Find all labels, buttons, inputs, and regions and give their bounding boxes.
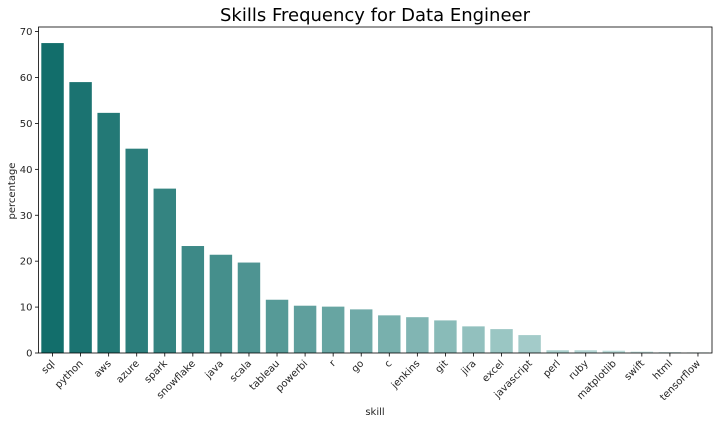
bar-jenkins (406, 317, 429, 353)
bar-powerbi (293, 305, 317, 353)
bar-html (658, 352, 682, 353)
y-tick-label: 40 (20, 165, 33, 176)
x-tick-label-swift: swift (623, 358, 647, 382)
x-tick-label-c: c (383, 358, 395, 370)
bar-aws (97, 112, 120, 353)
bar-snowflake (181, 246, 205, 353)
bar-sql (41, 43, 64, 353)
y-tick-label: 0 (26, 349, 32, 360)
bar-c (378, 315, 401, 353)
bar-excel (490, 329, 513, 353)
bar-swift (630, 351, 654, 353)
x-tick-label-jenkins: jenkins (389, 358, 423, 392)
y-axis-label: percentage (7, 163, 18, 220)
x-tick-label-ruby: ruby (567, 358, 591, 382)
bar-tableau (265, 299, 289, 353)
x-tick-label-r: r (328, 358, 339, 369)
bar-javascript (518, 335, 541, 353)
bar-matplotlib (602, 350, 626, 353)
bar-java (209, 254, 233, 353)
bar-r (321, 306, 345, 353)
plot-frame (38, 26, 713, 354)
y-tick-label: 60 (20, 73, 33, 84)
bar-go (349, 309, 373, 353)
x-tick-label-excel: excel (480, 358, 506, 384)
bar-git (434, 320, 457, 353)
bar-scala (237, 262, 261, 353)
x-tick-label-go: go (350, 358, 367, 375)
x-tick-label-html: html (651, 358, 675, 382)
x-tick-label-sql: sql (40, 358, 58, 376)
bars-group (41, 43, 710, 353)
x-tick-label-java: java (203, 358, 226, 381)
y-axis: 0 10 20 30 40 50 60 70 (20, 27, 39, 360)
x-tick-label-aws: aws (92, 358, 114, 380)
x-tick-label-jira: jira (459, 358, 479, 378)
y-tick-label: 10 (20, 303, 33, 314)
chart-title: Skills Frequency for Data Engineer (220, 5, 531, 26)
x-tick-label-git: git (434, 358, 451, 375)
bar-ruby (574, 350, 597, 353)
x-tick-label-scala: scala (228, 358, 254, 384)
y-tick-label: 50 (20, 119, 33, 130)
bar-perl (546, 350, 569, 353)
y-tick-label: 70 (20, 27, 33, 38)
bar-azure (125, 148, 148, 353)
x-tick-label-perl: perl (541, 358, 562, 379)
bar-python (69, 82, 92, 353)
bar-spark (153, 188, 177, 353)
x-tick-label-python: python (53, 358, 86, 391)
y-tick-label: 30 (20, 211, 33, 222)
x-axis-label: skill (365, 407, 384, 418)
x-tick-label-azure: azure (114, 358, 141, 385)
y-tick-label: 20 (20, 257, 33, 268)
bar-jira (462, 326, 485, 353)
